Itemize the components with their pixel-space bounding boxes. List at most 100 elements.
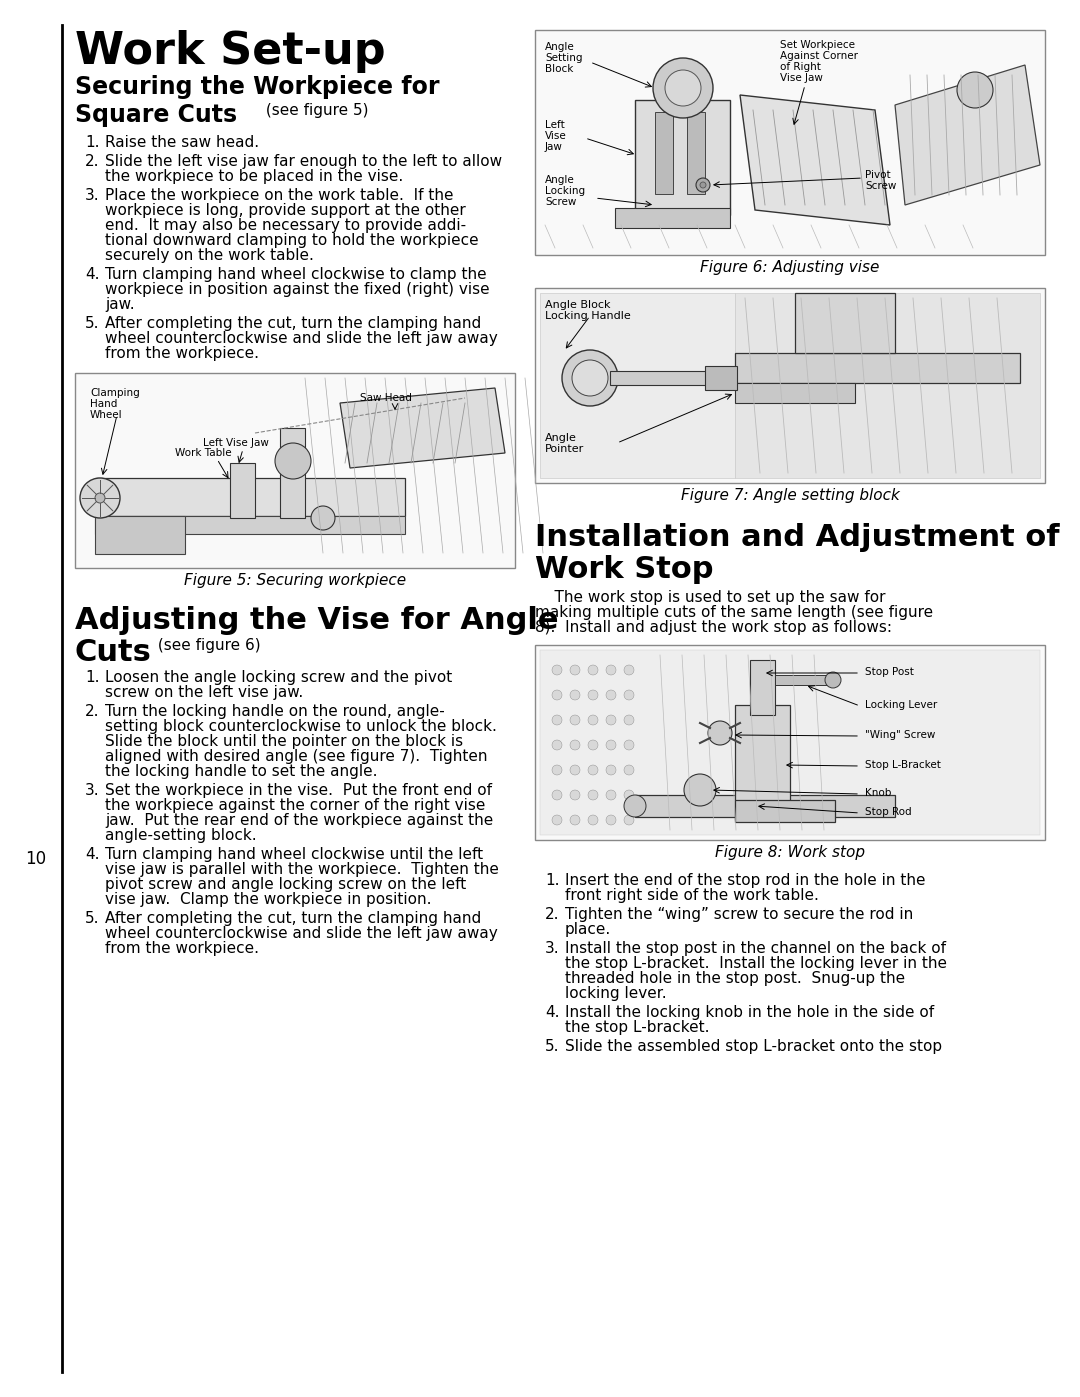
Circle shape [570,814,580,826]
Circle shape [552,814,562,826]
Bar [95,515,185,555]
Circle shape [588,715,598,725]
Text: The work stop is used to set up the saw for: The work stop is used to set up the saw … [535,590,886,605]
Text: Screw: Screw [545,197,577,207]
Bar [75,373,515,569]
Circle shape [708,721,732,745]
Circle shape [624,740,634,750]
Text: Set the workpiece in the vise.  Put the front end of: Set the workpiece in the vise. Put the f… [105,782,492,798]
Text: Insert the end of the stop rod in the hole in the: Insert the end of the stop rod in the ho… [565,873,926,888]
Text: Cuts: Cuts [75,638,152,666]
Text: jaw.  Put the rear end of the workpiece against the: jaw. Put the rear end of the workpiece a… [105,813,494,828]
Circle shape [588,665,598,675]
Bar [535,29,1045,256]
Text: Wheel: Wheel [90,409,123,420]
Circle shape [606,665,616,675]
Text: Block: Block [545,64,573,74]
Circle shape [624,690,634,700]
Bar [535,645,1045,840]
Circle shape [570,789,580,800]
Text: Turn the locking handle on the round, angle-: Turn the locking handle on the round, an… [105,704,445,719]
Text: jaw.: jaw. [105,298,135,312]
Text: tional downward clamping to hold the workpiece: tional downward clamping to hold the wor… [105,233,478,249]
Text: end.  It may also be necessary to provide addi-: end. It may also be necessary to provide… [105,218,467,233]
Bar [540,650,1040,835]
Text: 4.: 4. [545,1004,559,1020]
Bar [705,366,737,390]
Text: threaded hole in the stop post.  Snug-up the: threaded hole in the stop post. Snug-up … [565,971,905,986]
Circle shape [311,506,335,529]
Bar [687,112,705,194]
Bar [735,383,855,402]
Circle shape [95,493,105,503]
Text: 3.: 3. [85,782,99,798]
Circle shape [957,73,993,108]
Text: Angle: Angle [545,175,575,184]
Text: Stop Rod: Stop Rod [865,807,912,817]
Circle shape [588,789,598,800]
Circle shape [570,766,580,775]
Text: Place the workpiece on the work table.  If the: Place the workpiece on the work table. I… [105,189,454,203]
Text: Work Table: Work Table [175,448,231,458]
Bar [775,675,831,685]
Polygon shape [740,95,890,225]
Text: front right side of the work table.: front right side of the work table. [565,888,819,902]
Bar [95,515,405,534]
Text: "Wing" Screw: "Wing" Screw [865,731,935,740]
Circle shape [665,70,701,106]
Text: Pivot: Pivot [865,170,891,180]
Bar [750,659,775,715]
Circle shape [624,795,646,817]
Circle shape [684,774,716,806]
Text: Clamping: Clamping [90,388,139,398]
Circle shape [696,177,710,191]
Text: 10: 10 [25,849,46,868]
Text: 1.: 1. [85,671,99,685]
Text: of Right: of Right [780,61,821,73]
Text: Locking Lever: Locking Lever [865,700,937,710]
Text: the workpiece against the corner of the right vise: the workpiece against the corner of the … [105,798,485,813]
Text: Against Corner: Against Corner [780,52,858,61]
Circle shape [572,360,608,395]
Text: Knob: Knob [865,788,891,798]
Circle shape [552,789,562,800]
Text: 1.: 1. [545,873,559,888]
Bar [535,288,1045,483]
Circle shape [624,665,634,675]
Text: Vise: Vise [545,131,567,141]
Text: locking lever.: locking lever. [565,986,666,1002]
Text: vise jaw.  Clamp the workpiece in position.: vise jaw. Clamp the workpiece in positio… [105,893,432,907]
Text: (see figure 6): (see figure 6) [153,638,260,652]
Text: workpiece is long, provide support at the other: workpiece is long, provide support at th… [105,203,465,218]
Text: 3.: 3. [545,942,559,956]
Text: pivot screw and angle locking screw on the left: pivot screw and angle locking screw on t… [105,877,467,893]
Circle shape [825,672,841,687]
Text: Slide the assembled stop L-bracket onto the stop: Slide the assembled stop L-bracket onto … [565,1039,942,1053]
Circle shape [562,351,618,407]
Polygon shape [895,66,1040,205]
Text: Left Vise Jaw: Left Vise Jaw [203,439,269,448]
Text: Raise the saw head.: Raise the saw head. [105,136,259,149]
Bar [635,795,895,817]
Circle shape [624,789,634,800]
Text: vise jaw is parallel with the workpiece.  Tighten the: vise jaw is parallel with the workpiece.… [105,862,499,877]
Text: Figure 8: Work stop: Figure 8: Work stop [715,845,865,861]
Bar [735,800,835,821]
Text: Loosen the angle locking screw and the pivot: Loosen the angle locking screw and the p… [105,671,453,685]
Text: 3.: 3. [85,189,99,203]
Circle shape [624,814,634,826]
Text: angle-setting block.: angle-setting block. [105,828,257,842]
Circle shape [624,715,634,725]
Text: 4.: 4. [85,267,99,282]
Text: Securing the Workpiece for: Securing the Workpiece for [75,75,440,99]
Text: 5.: 5. [545,1039,559,1053]
Text: workpiece in position against the fixed (right) vise: workpiece in position against the fixed … [105,282,489,298]
Text: Stop Post: Stop Post [865,666,914,678]
Text: Locking: Locking [545,186,585,196]
Text: 4.: 4. [85,847,99,862]
Text: screw on the left vise jaw.: screw on the left vise jaw. [105,685,303,700]
Text: 2.: 2. [85,704,99,719]
Text: the locking handle to set the angle.: the locking handle to set the angle. [105,764,378,780]
Bar [230,462,255,518]
Text: Angle: Angle [545,42,575,52]
